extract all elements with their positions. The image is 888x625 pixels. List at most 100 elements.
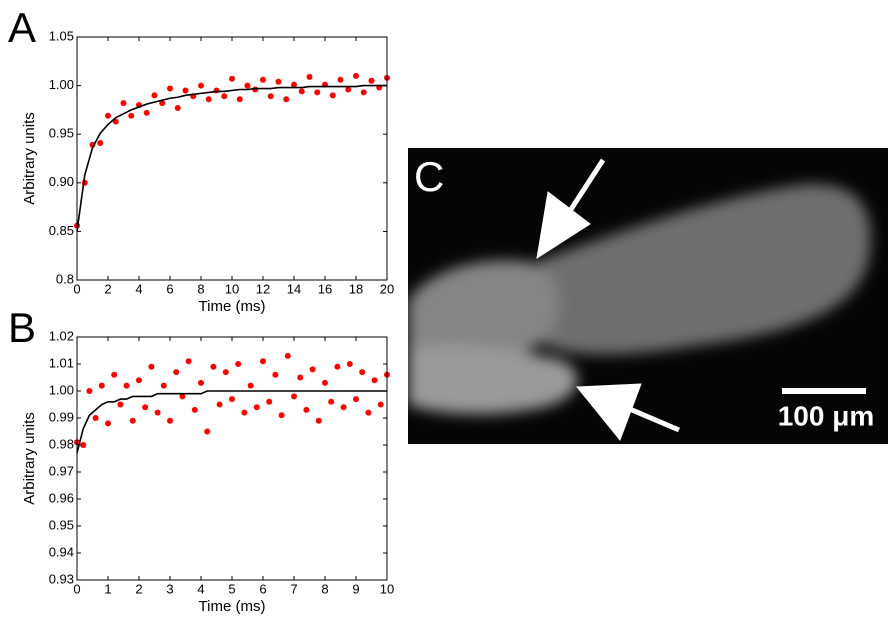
data-point [353,396,359,403]
data-point [205,96,212,103]
x-tick-label: 14 [287,281,301,296]
x-tick-label: 7 [290,581,297,596]
y-tick-label: 0.93 [49,571,74,586]
data-point [377,401,384,408]
data-point [360,89,367,96]
data-point [297,374,304,381]
x-tick-label: 8 [321,581,328,596]
data-point [117,401,124,408]
y-tick-label: 0.85 [49,223,74,238]
fit-line [76,84,387,232]
y-tick-label: 1.02 [49,328,74,343]
x-axis-label: Time (ms) [199,298,266,315]
panel-label: C [414,153,444,200]
x-tick-label: 8 [197,281,204,296]
data-point [365,409,372,416]
data-point [198,379,204,386]
data-point [306,73,313,80]
y-tick-label: 1.00 [49,77,74,92]
data-point [120,100,127,107]
data-point [291,393,297,400]
arrows [536,158,680,441]
data-point [105,112,111,119]
panel-label: A [8,4,36,51]
data-point [334,363,341,370]
chart: 0 1 2 3 4 5 6 7 8 9 10 0.93 0.94 0.95 0.96 0.97 0.98 0.99… [8,304,394,615]
data-point [359,369,366,376]
x-tick-label: 9 [352,581,359,596]
data-point [160,382,167,389]
data-point [154,409,161,416]
data-point [278,412,285,419]
x-tick-label: 12 [256,281,270,296]
data-point [213,87,220,94]
data-point [340,404,347,411]
y-tick-label: 0.96 [49,490,74,505]
x-tick-label: 6 [166,281,173,296]
data-point [303,406,310,413]
data-point [148,363,155,370]
x-tick-label: 3 [166,581,173,596]
data-point [174,104,181,111]
y-tick-label: 0.98 [49,436,74,451]
data-point [128,112,135,119]
plot-frame [76,336,388,581]
data-point [368,77,375,84]
data-point [247,382,254,389]
x-tick-label: 0 [73,281,80,296]
fit-line [76,390,387,454]
x-tick-label: 5 [228,581,235,596]
data-point [204,428,211,435]
data-point [337,76,344,83]
data-point [151,92,158,99]
data-point [167,85,173,92]
scale-bar [782,388,866,394]
data-point [322,379,328,386]
scale-bar-label: 100 μm [778,400,875,431]
data-point [315,417,322,424]
y-tick-label: 0.95 [49,126,74,141]
data-point [111,371,118,378]
data-point [112,118,119,125]
x-axis-label: Time (ms) [199,598,266,615]
data-point [80,442,87,448]
data-point [198,82,204,89]
x-tick-label: 16 [318,281,332,296]
data-point [236,96,243,103]
x-tick-label: 1 [104,581,111,596]
y-tick-label: 0.95 [49,517,74,532]
y-tick-label: 0.8 [56,271,74,286]
data-point [210,363,217,370]
data-point [191,406,198,413]
data-point [244,82,251,89]
data-point [222,369,229,376]
x-tick-label: 2 [135,581,142,596]
plot-frame [76,36,388,281]
x-tick-label: 10 [380,581,394,596]
data-point [98,382,105,389]
data-point [328,398,335,405]
data-point [86,388,93,394]
data-point [298,88,305,95]
data-point [123,382,130,389]
data-point [353,72,359,79]
data-point [216,401,223,408]
data-point [371,377,378,384]
micrograph: C 100 μm [408,148,888,444]
y-axis-label: Arbitrary units [21,112,38,205]
data-point [329,92,336,99]
data-point [345,86,352,93]
y-tick-label: 0.99 [49,409,74,424]
data-point [229,75,235,82]
data-point [291,81,297,88]
data-point [143,109,150,116]
data-point [260,358,266,365]
data-point [283,96,290,103]
data-point [309,366,316,373]
data-point [173,369,180,376]
data-point [92,415,99,421]
data-point [97,139,104,146]
data-point [235,361,242,367]
data-point [267,93,274,100]
